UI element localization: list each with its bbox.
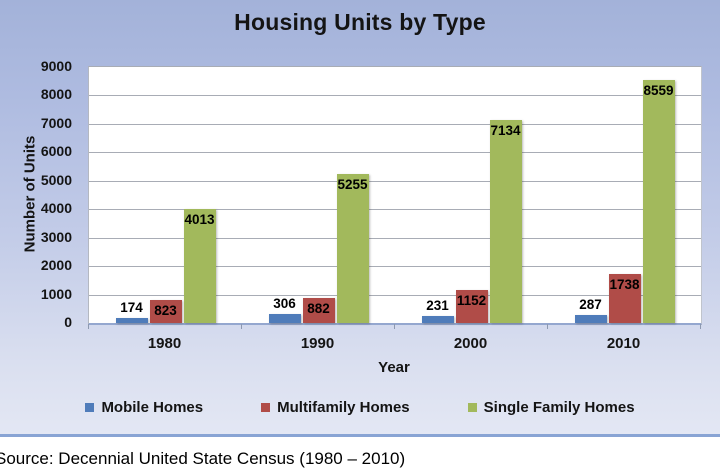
- data-label: 306: [273, 296, 296, 312]
- bar-mobile-homes-2000: [421, 316, 454, 323]
- gridline: [89, 180, 701, 182]
- data-label: 882: [307, 300, 330, 316]
- y-axis-tick-labels: 0 1000 2000 3000 4000 5000 6000 7000 8000 9000: [0, 58, 80, 330]
- bar-mobile-homes-2010: [574, 314, 607, 323]
- data-label: 4013: [184, 211, 215, 227]
- y-tick-label: 5000: [40, 171, 72, 188]
- y-tick-label: 1000: [40, 285, 72, 302]
- x-category-label: 2000: [453, 335, 488, 352]
- y-tick-label: 4000: [40, 200, 72, 217]
- legend-label: Single Family Homes: [483, 399, 635, 416]
- plot-area: 174 823 4013 306 882 5255 231 1152 7134 287 1738 85…: [88, 66, 702, 325]
- x-axis-tick: [394, 324, 395, 329]
- y-tick-label: 7000: [40, 114, 72, 131]
- y-tick-label: 9000: [40, 58, 72, 74]
- legend-item-single-family-homes: Single Family Homes: [467, 399, 635, 416]
- x-axis-title: Year: [378, 359, 410, 376]
- data-label: 8559: [643, 82, 674, 98]
- data-label: 823: [154, 302, 177, 318]
- bar-mobile-homes-1980: [115, 318, 148, 323]
- legend-item-multifamily-homes: Multifamily Homes: [261, 399, 410, 416]
- data-label: 7134: [490, 123, 521, 139]
- gridline: [89, 237, 701, 239]
- x-category-label: 1990: [300, 335, 335, 352]
- gridline: [89, 95, 701, 97]
- x-axis-tick: [88, 324, 89, 329]
- legend-label: Mobile Homes: [101, 399, 204, 416]
- x-axis-tick: [700, 324, 701, 329]
- legend-swatch-icon: [261, 403, 271, 412]
- x-category-label: 1980: [147, 335, 182, 352]
- x-axis-category-labels: 1980 1990 2000 2010: [88, 335, 700, 352]
- x-axis-tick: [241, 324, 242, 329]
- y-tick-label: 6000: [40, 143, 72, 160]
- gridline: [89, 294, 701, 296]
- bar-single-family-homes-1990: [336, 173, 369, 323]
- gridline: [89, 266, 701, 268]
- gridline: [89, 123, 701, 125]
- bar-multifamily-homes-1980: [149, 299, 182, 323]
- y-tick-label: 2000: [40, 257, 72, 274]
- source-caption: Source: Decennial United State Census (1…: [0, 449, 406, 468]
- legend-label: Multifamily Homes: [277, 399, 410, 416]
- gridline: [89, 209, 701, 211]
- y-tick-label: 8000: [40, 86, 72, 103]
- data-label: 231: [426, 298, 449, 314]
- x-axis-ticks: [88, 324, 702, 330]
- data-label: 174: [120, 300, 143, 316]
- legend-swatch-icon: [85, 403, 95, 412]
- y-tick-label: 3000: [40, 228, 72, 245]
- bar-multifamily-homes-2010: [608, 273, 641, 323]
- gridline: [89, 152, 701, 154]
- bar-multifamily-homes-2000: [455, 290, 488, 323]
- y-tick-label: 0: [64, 314, 72, 330]
- bar-single-family-homes-2000: [489, 120, 522, 323]
- chart-title: Housing Units by Type: [234, 9, 486, 35]
- x-axis-tick: [547, 324, 548, 329]
- legend: Mobile Homes Multifamily Homes Single Fami…: [0, 399, 720, 416]
- legend-item-mobile-homes: Mobile Homes: [85, 399, 203, 416]
- x-category-label: 2010: [606, 335, 641, 352]
- bar-single-family-homes-2010: [642, 79, 675, 323]
- bar-single-family-homes-1980: [183, 208, 216, 323]
- data-label: 287: [579, 296, 602, 312]
- data-label: 1152: [456, 293, 487, 309]
- data-label: 5255: [337, 176, 368, 192]
- legend-swatch-icon: [467, 403, 477, 412]
- data-label: 1738: [609, 276, 640, 292]
- bar-multifamily-homes-1990: [302, 297, 335, 323]
- bar-mobile-homes-1990: [268, 314, 301, 323]
